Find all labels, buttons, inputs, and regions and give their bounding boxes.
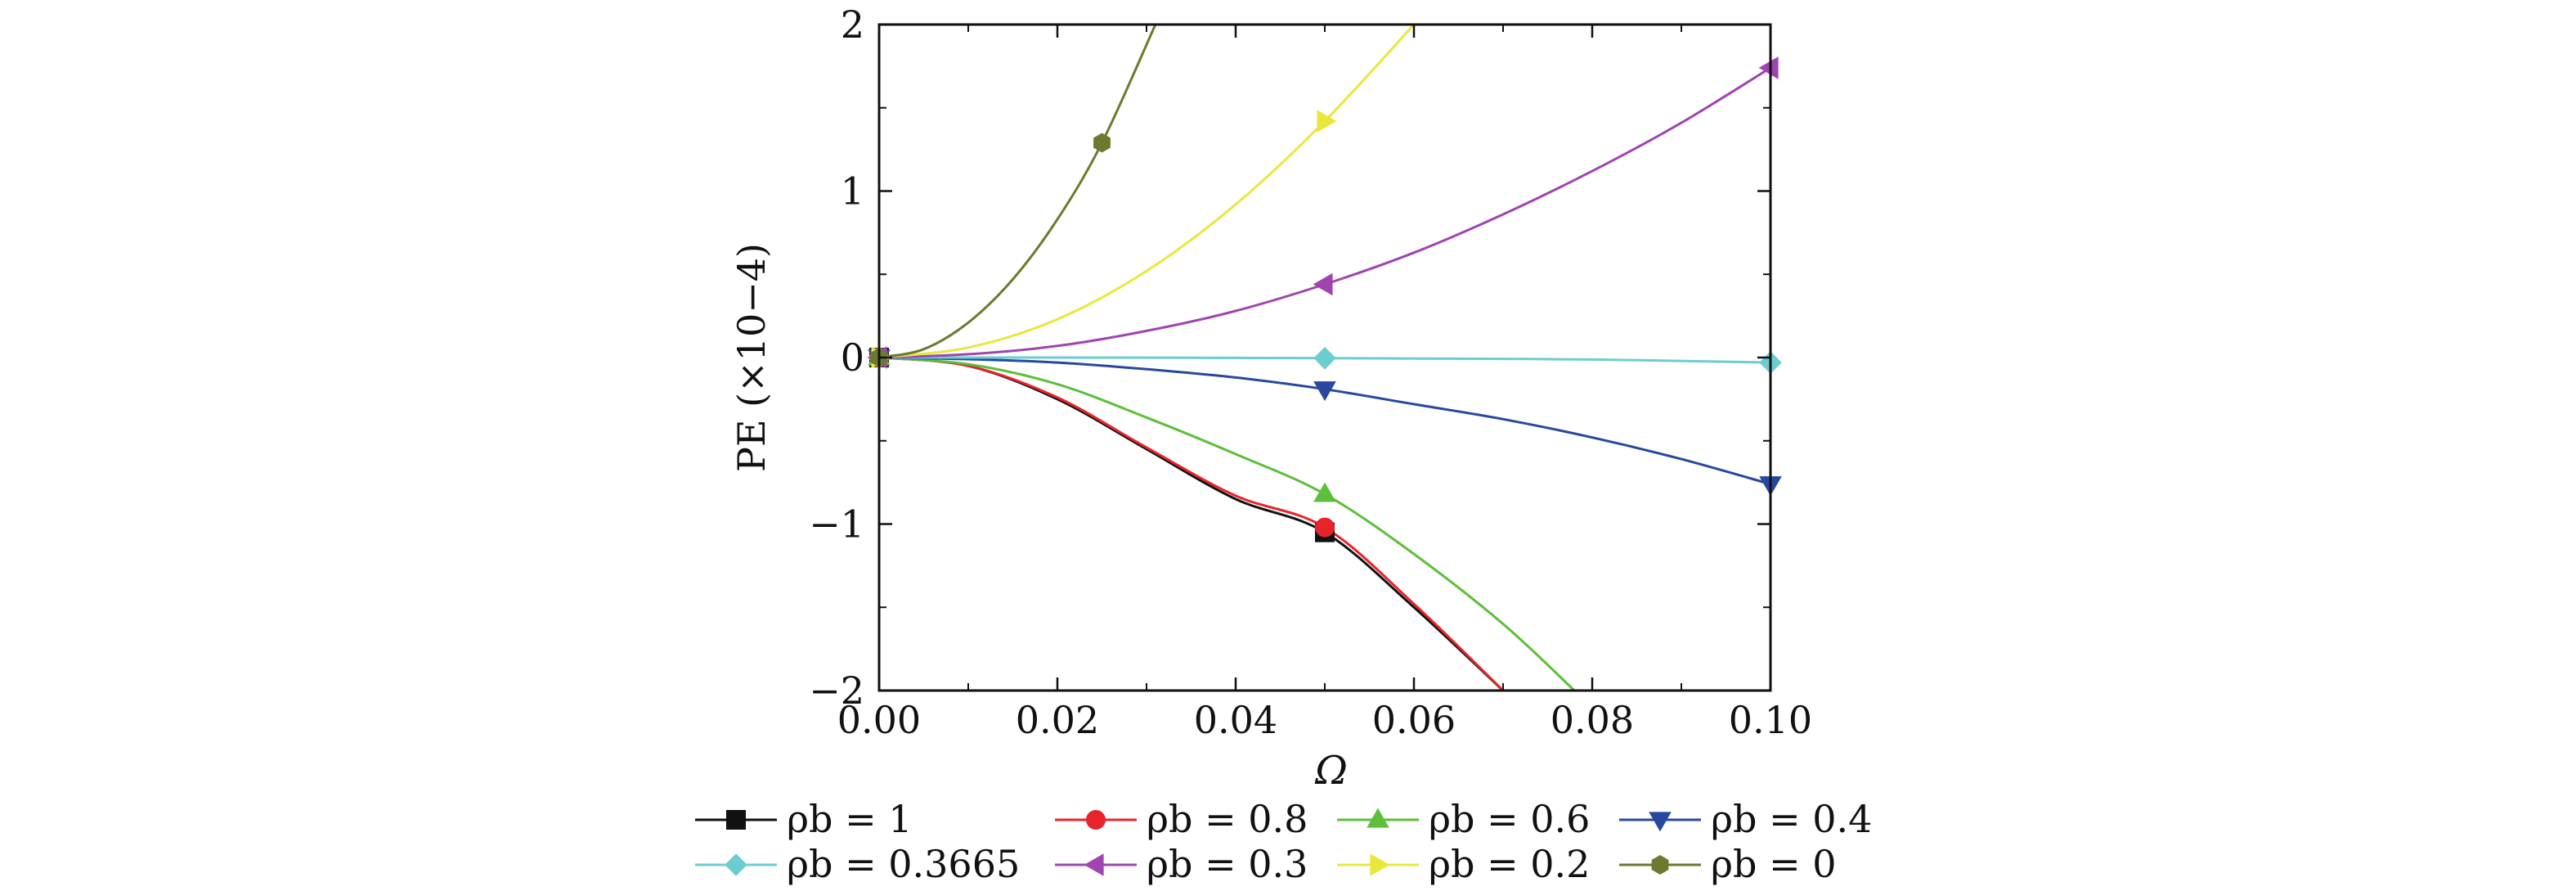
legend-label-6: ρb = 0.2	[1429, 842, 1590, 886]
legend-item--b-0-3665: ρb = 0.3665	[695, 842, 1020, 886]
legend-label-4: ρb = 0.3665	[787, 842, 1020, 886]
legend-item--b-0-4: ρb = 0.4	[1619, 797, 1872, 841]
series-line-7	[879, 25, 1157, 359]
data-point-2-1	[1313, 482, 1336, 502]
y-tick-label-4: 2	[841, 2, 864, 47]
legend-item--b-0-3: ρb = 0.3	[1055, 842, 1308, 886]
x-tick-label-3: 0.06	[1372, 698, 1456, 742]
legend-marker-2	[1367, 808, 1389, 828]
x-tick-label-1: 0.02	[1016, 698, 1099, 742]
legend-label-5: ρb = 0.3	[1147, 842, 1308, 886]
legend-item--b-0-2: ρb = 0.2	[1337, 842, 1590, 886]
legend-label-7: ρb = 0	[1711, 842, 1837, 886]
legend-label-2: ρb = 0.6	[1429, 797, 1590, 841]
legend-marker-1	[1086, 810, 1106, 830]
series-line-1	[879, 356, 1505, 691]
data-point-3-1	[1313, 381, 1336, 402]
data-point-7-1	[1093, 133, 1111, 153]
y-tick-label-0: −2	[809, 668, 864, 713]
axes-layer: 0.00 0.02 0.04 0.06 0.08 0.10 −2 −1 0 1 2 Ω PE (×10−…	[729, 2, 1812, 794]
legend-label-0: ρb = 1	[787, 797, 913, 841]
legend: ρb = 1 ρb = 0.8 ρb = 0.6 ρb = 0.4 ρb = 0.366…	[695, 797, 1872, 886]
data-point-4-1	[1313, 347, 1336, 370]
legend-item--b-0-6: ρb = 0.6	[1337, 797, 1590, 841]
series-layer	[867, 25, 1782, 691]
legend-label-3: ρb = 0.4	[1711, 797, 1872, 841]
legend-marker-4	[725, 853, 747, 876]
legend-marker-7	[1651, 855, 1669, 875]
legend-label-1: ρb = 0.8	[1147, 797, 1308, 841]
y-tick-label-3: 1	[841, 169, 864, 214]
y-tick-label-2: 0	[841, 335, 864, 380]
data-point-6-1	[1317, 110, 1337, 133]
legend-marker-3	[1649, 812, 1672, 832]
legend-item--b-1: ρb = 1	[695, 797, 913, 841]
legend-item--b-0: ρb = 0	[1619, 842, 1837, 886]
legend-marker-0	[726, 810, 746, 830]
legend-marker-5	[1084, 853, 1104, 876]
x-tick-label-2: 0.04	[1194, 698, 1277, 742]
legend-marker-6	[1370, 853, 1390, 876]
x-tick-label-4: 0.08	[1551, 698, 1634, 742]
data-point-5-2	[1758, 56, 1779, 79]
y-axis-label: PE (×10−4)	[729, 243, 774, 472]
x-tick-label-5: 0.10	[1729, 698, 1812, 742]
y-tick-label-1: −1	[809, 502, 864, 547]
data-point-5-1	[1313, 272, 1333, 296]
data-point-1-1	[1315, 517, 1335, 538]
legend-item--b-0-8: ρb = 0.8	[1055, 797, 1308, 841]
x-axis-label: Ω	[1314, 748, 1348, 794]
x-tick-label-0: 0.00	[837, 698, 921, 742]
series-line-2	[879, 356, 1576, 691]
